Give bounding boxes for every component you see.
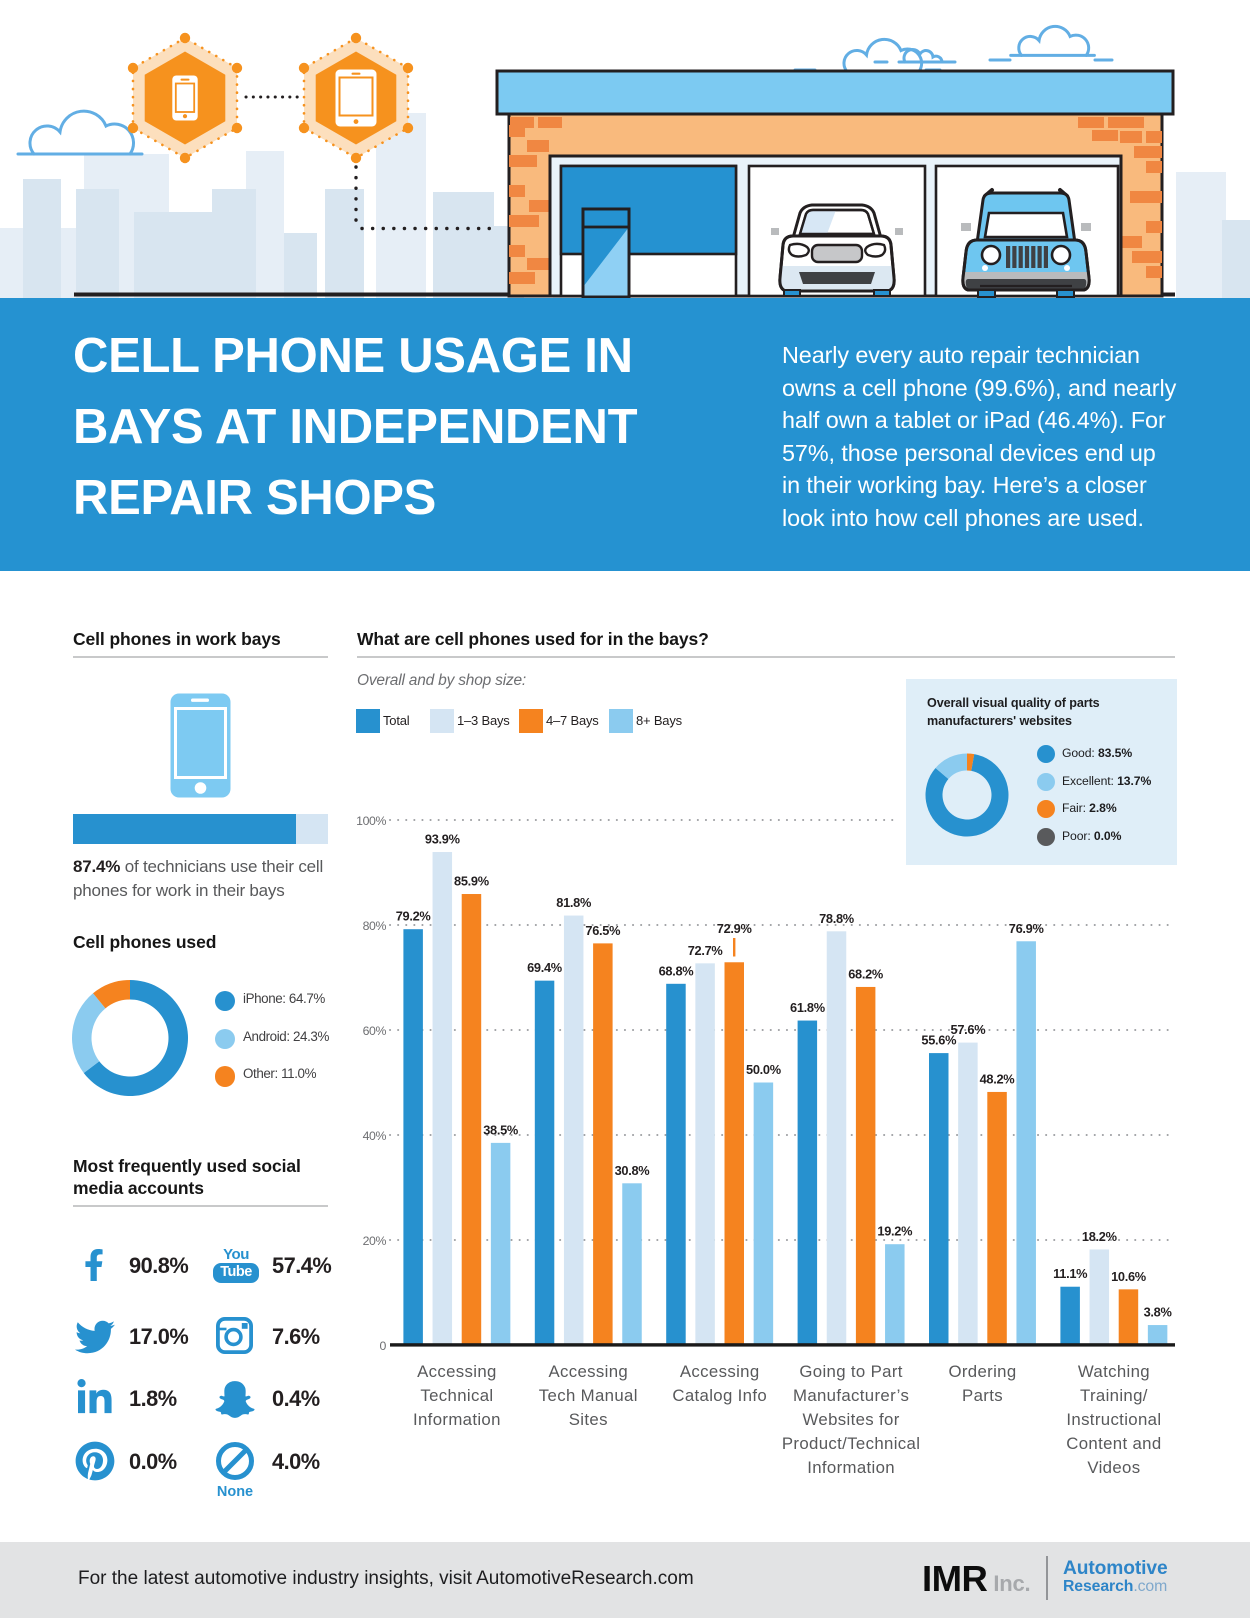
svg-text:100%: 100%: [356, 814, 386, 828]
svg-text:18.2%: 18.2%: [1082, 1229, 1118, 1244]
svg-text:69.4%: 69.4%: [527, 960, 563, 975]
svg-text:10.6%: 10.6%: [1111, 1269, 1147, 1284]
svg-text:11.1%: 11.1%: [1053, 1266, 1088, 1281]
svg-text:61.8%: 61.8%: [790, 1000, 826, 1015]
svg-text:78.8%: 78.8%: [819, 911, 855, 926]
svg-text:85.9%: 85.9%: [454, 874, 490, 889]
svg-text:55.6%: 55.6%: [921, 1033, 957, 1048]
svg-text:20%: 20%: [363, 1234, 387, 1248]
svg-text:38.5%: 38.5%: [483, 1122, 519, 1137]
svg-text:50.0%: 50.0%: [746, 1062, 782, 1077]
svg-text:68.2%: 68.2%: [848, 967, 884, 982]
svg-text:3.8%: 3.8%: [1144, 1305, 1173, 1320]
svg-text:80%: 80%: [363, 919, 387, 933]
svg-text:30.8%: 30.8%: [615, 1163, 651, 1178]
svg-text:81.8%: 81.8%: [556, 895, 592, 910]
svg-text:19.2%: 19.2%: [877, 1224, 913, 1239]
svg-text:68.8%: 68.8%: [659, 963, 695, 978]
svg-text:48.2%: 48.2%: [980, 1072, 1016, 1087]
svg-text:72.9%: 72.9%: [717, 921, 753, 936]
svg-text:60%: 60%: [363, 1024, 387, 1038]
svg-text:93.9%: 93.9%: [425, 832, 461, 847]
svg-text:76.5%: 76.5%: [585, 923, 621, 938]
svg-text:79.2%: 79.2%: [396, 909, 432, 924]
svg-text:0: 0: [380, 1339, 387, 1353]
svg-text:76.9%: 76.9%: [1009, 921, 1045, 936]
svg-text:72.7%: 72.7%: [688, 943, 724, 958]
svg-text:40%: 40%: [363, 1129, 387, 1143]
svg-text:57.6%: 57.6%: [951, 1022, 987, 1037]
